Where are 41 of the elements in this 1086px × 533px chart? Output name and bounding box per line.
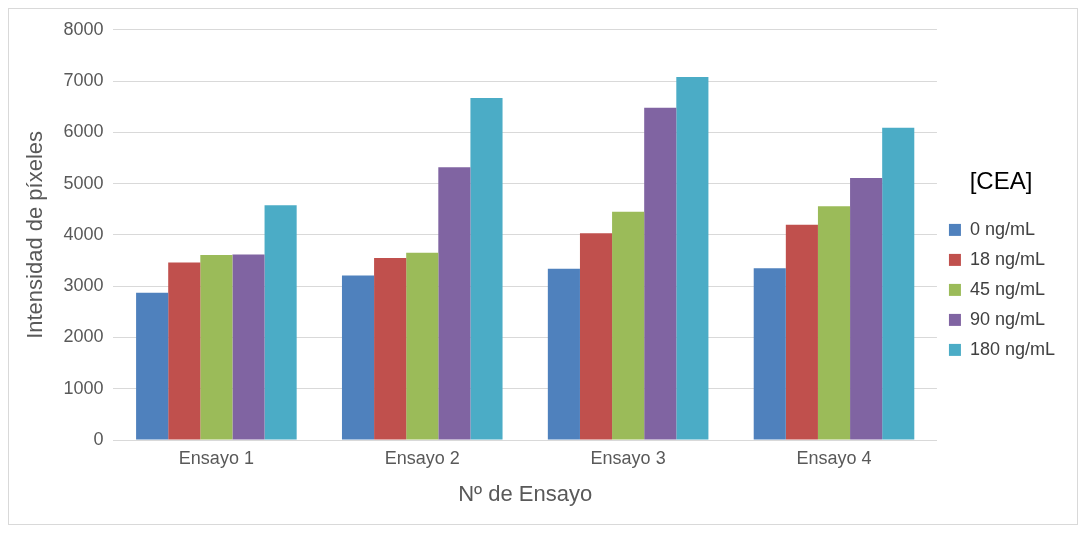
bar	[264, 205, 297, 440]
bar	[676, 76, 709, 440]
bar	[644, 107, 677, 440]
legend-label: 90 ng/mL	[969, 308, 1045, 329]
bar	[882, 127, 915, 440]
bar	[817, 206, 851, 440]
bar	[136, 292, 169, 440]
bar	[547, 268, 580, 440]
y-axis-title: Intensidad de píxeles	[22, 130, 48, 339]
bar	[168, 262, 201, 440]
y-tick-label: 8000	[63, 18, 104, 39]
legend-label: 180 ng/mL	[969, 338, 1055, 359]
bar	[850, 177, 883, 440]
y-tick-label: 4000	[63, 223, 104, 244]
legend-title: [CEA]	[969, 166, 1033, 194]
bar	[341, 275, 375, 440]
y-tick-label: 1000	[63, 377, 104, 398]
bar	[470, 98, 503, 440]
legend-label: 18 ng/mL	[969, 248, 1045, 269]
bar	[612, 211, 645, 440]
x-tick-label: Ensayo 1	[178, 447, 254, 468]
y-tick-label: 3000	[63, 275, 104, 296]
x-tick-label: Ensayo 3	[590, 447, 666, 468]
bar	[785, 224, 818, 440]
bar	[406, 252, 439, 440]
x-axis-title: Nº de Ensayo	[458, 480, 593, 506]
x-tick-label: Ensayo 2	[384, 447, 460, 468]
bar	[438, 167, 471, 440]
y-tick-label: 7000	[63, 70, 104, 91]
legend-label: 45 ng/mL	[969, 278, 1045, 299]
x-tick-label: Ensayo 4	[796, 447, 872, 468]
bar	[232, 254, 265, 440]
bar	[753, 268, 786, 440]
y-tick-label: 2000	[63, 326, 104, 347]
y-tick-label: 0	[93, 428, 104, 449]
legend-label: 0 ng/mL	[969, 218, 1035, 239]
y-tick-label: 6000	[63, 121, 104, 142]
y-tick-label: 5000	[63, 172, 104, 193]
bar	[579, 233, 613, 440]
bar	[374, 257, 407, 440]
bar	[200, 254, 233, 440]
